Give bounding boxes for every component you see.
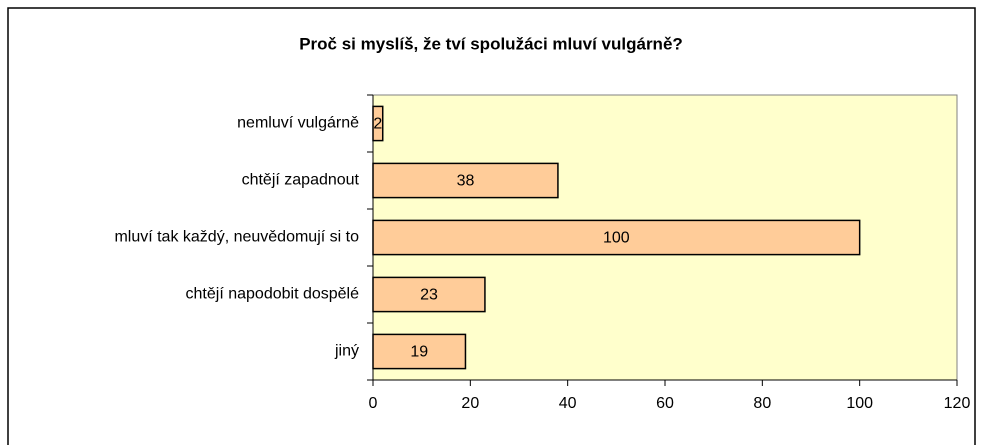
y-tick-label: mluví tak každý, neuvědomují si to — [114, 229, 359, 246]
x-tick-label: 60 — [656, 395, 674, 412]
x-tick-label: 120 — [944, 395, 971, 412]
x-tick-label: 20 — [461, 395, 479, 412]
y-tick-label: chtějí napodobit dospělé — [186, 286, 360, 303]
x-tick-label: 0 — [369, 395, 378, 412]
y-tick-label: jiný — [334, 343, 359, 360]
bar — [372, 333, 467, 370]
x-tick-label: 80 — [753, 395, 771, 412]
data-label: 100 — [603, 230, 630, 247]
data-label: 23 — [420, 287, 438, 304]
y-tick-label: chtějí zapadnout — [242, 172, 360, 189]
chart-title: Proč si myslíš, že tví spolužáci mluví v… — [299, 34, 683, 53]
y-tick-label: nemluví vulgárně — [237, 115, 359, 132]
x-tick-label: 100 — [846, 395, 873, 412]
data-label: 38 — [457, 173, 475, 190]
data-label: 2 — [373, 116, 382, 133]
data-label: 19 — [410, 344, 428, 361]
x-tick-label: 40 — [559, 395, 577, 412]
